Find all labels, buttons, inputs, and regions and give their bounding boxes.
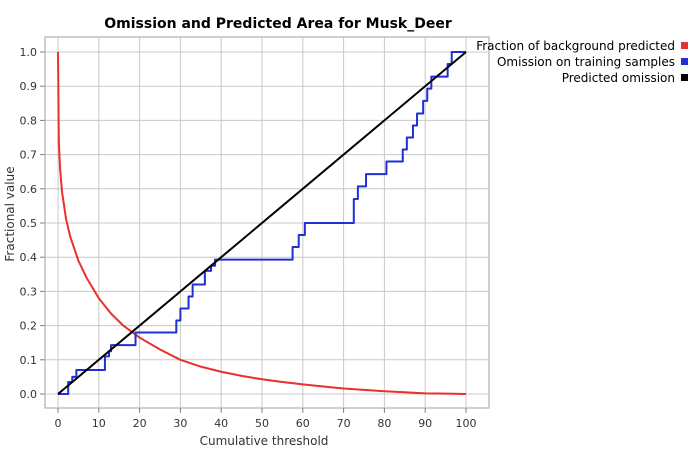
y-tick-label: 0.6	[20, 183, 38, 196]
legend-label: Predicted omission	[562, 71, 675, 85]
x-tick-label: 30	[173, 417, 187, 430]
x-tick-label: 100	[456, 417, 477, 430]
legend: Fraction of background predicted Omission…	[476, 39, 688, 85]
x-axis-label: Cumulative threshold	[200, 434, 329, 448]
x-tick-label: 10	[92, 417, 106, 430]
series-layer	[57, 51, 467, 395]
legend-swatch	[681, 42, 688, 49]
chart-title: Omission and Predicted Area for Musk_Dee…	[104, 16, 452, 32]
background-predicted-line	[57, 51, 467, 395]
y-tick-label: 0.9	[20, 80, 38, 93]
legend-item-training-omission: Omission on training samples	[497, 55, 688, 69]
y-tick-label: 0.1	[20, 354, 38, 367]
legend-swatch	[681, 74, 688, 81]
axis-ticks: 0 10 20 30 40 50 60 70 80 90 100 0.0 0.1 0.2 0.3 0.4 0.5…	[20, 46, 477, 430]
y-tick-label: 0.0	[20, 388, 38, 401]
x-tick-label: 70	[337, 417, 351, 430]
x-tick-label: 40	[214, 417, 228, 430]
y-tick-label: 0.3	[20, 285, 38, 298]
y-tick-label: 0.5	[20, 217, 38, 230]
predicted-omission-line	[57, 51, 467, 395]
legend-swatch	[681, 58, 688, 65]
legend-item-predicted-omission: Predicted omission	[562, 71, 688, 85]
y-tick-label: 0.2	[20, 320, 38, 333]
plot-area: 0 10 20 30 40 50 60 70 80 90 100 0.0 0.1 0.2 0.3 0.4 0.5…	[20, 36, 490, 430]
y-tick-label: 0.4	[20, 251, 38, 264]
y-axis-label: Fractional value	[3, 166, 17, 261]
x-tick-label: 80	[377, 417, 391, 430]
y-tick-label: 1.0	[20, 46, 38, 59]
grid-lines	[45, 37, 489, 408]
x-tick-label: 0	[55, 417, 62, 430]
y-tick-label: 0.8	[20, 114, 38, 127]
legend-item-background-predicted: Fraction of background predicted	[476, 39, 688, 53]
x-tick-label: 90	[418, 417, 432, 430]
legend-label: Fraction of background predicted	[476, 39, 675, 53]
legend-label: Omission on training samples	[497, 55, 675, 69]
x-tick-label: 50	[255, 417, 269, 430]
x-tick-label: 20	[133, 417, 147, 430]
x-tick-label: 60	[296, 417, 310, 430]
y-tick-label: 0.7	[20, 149, 38, 162]
